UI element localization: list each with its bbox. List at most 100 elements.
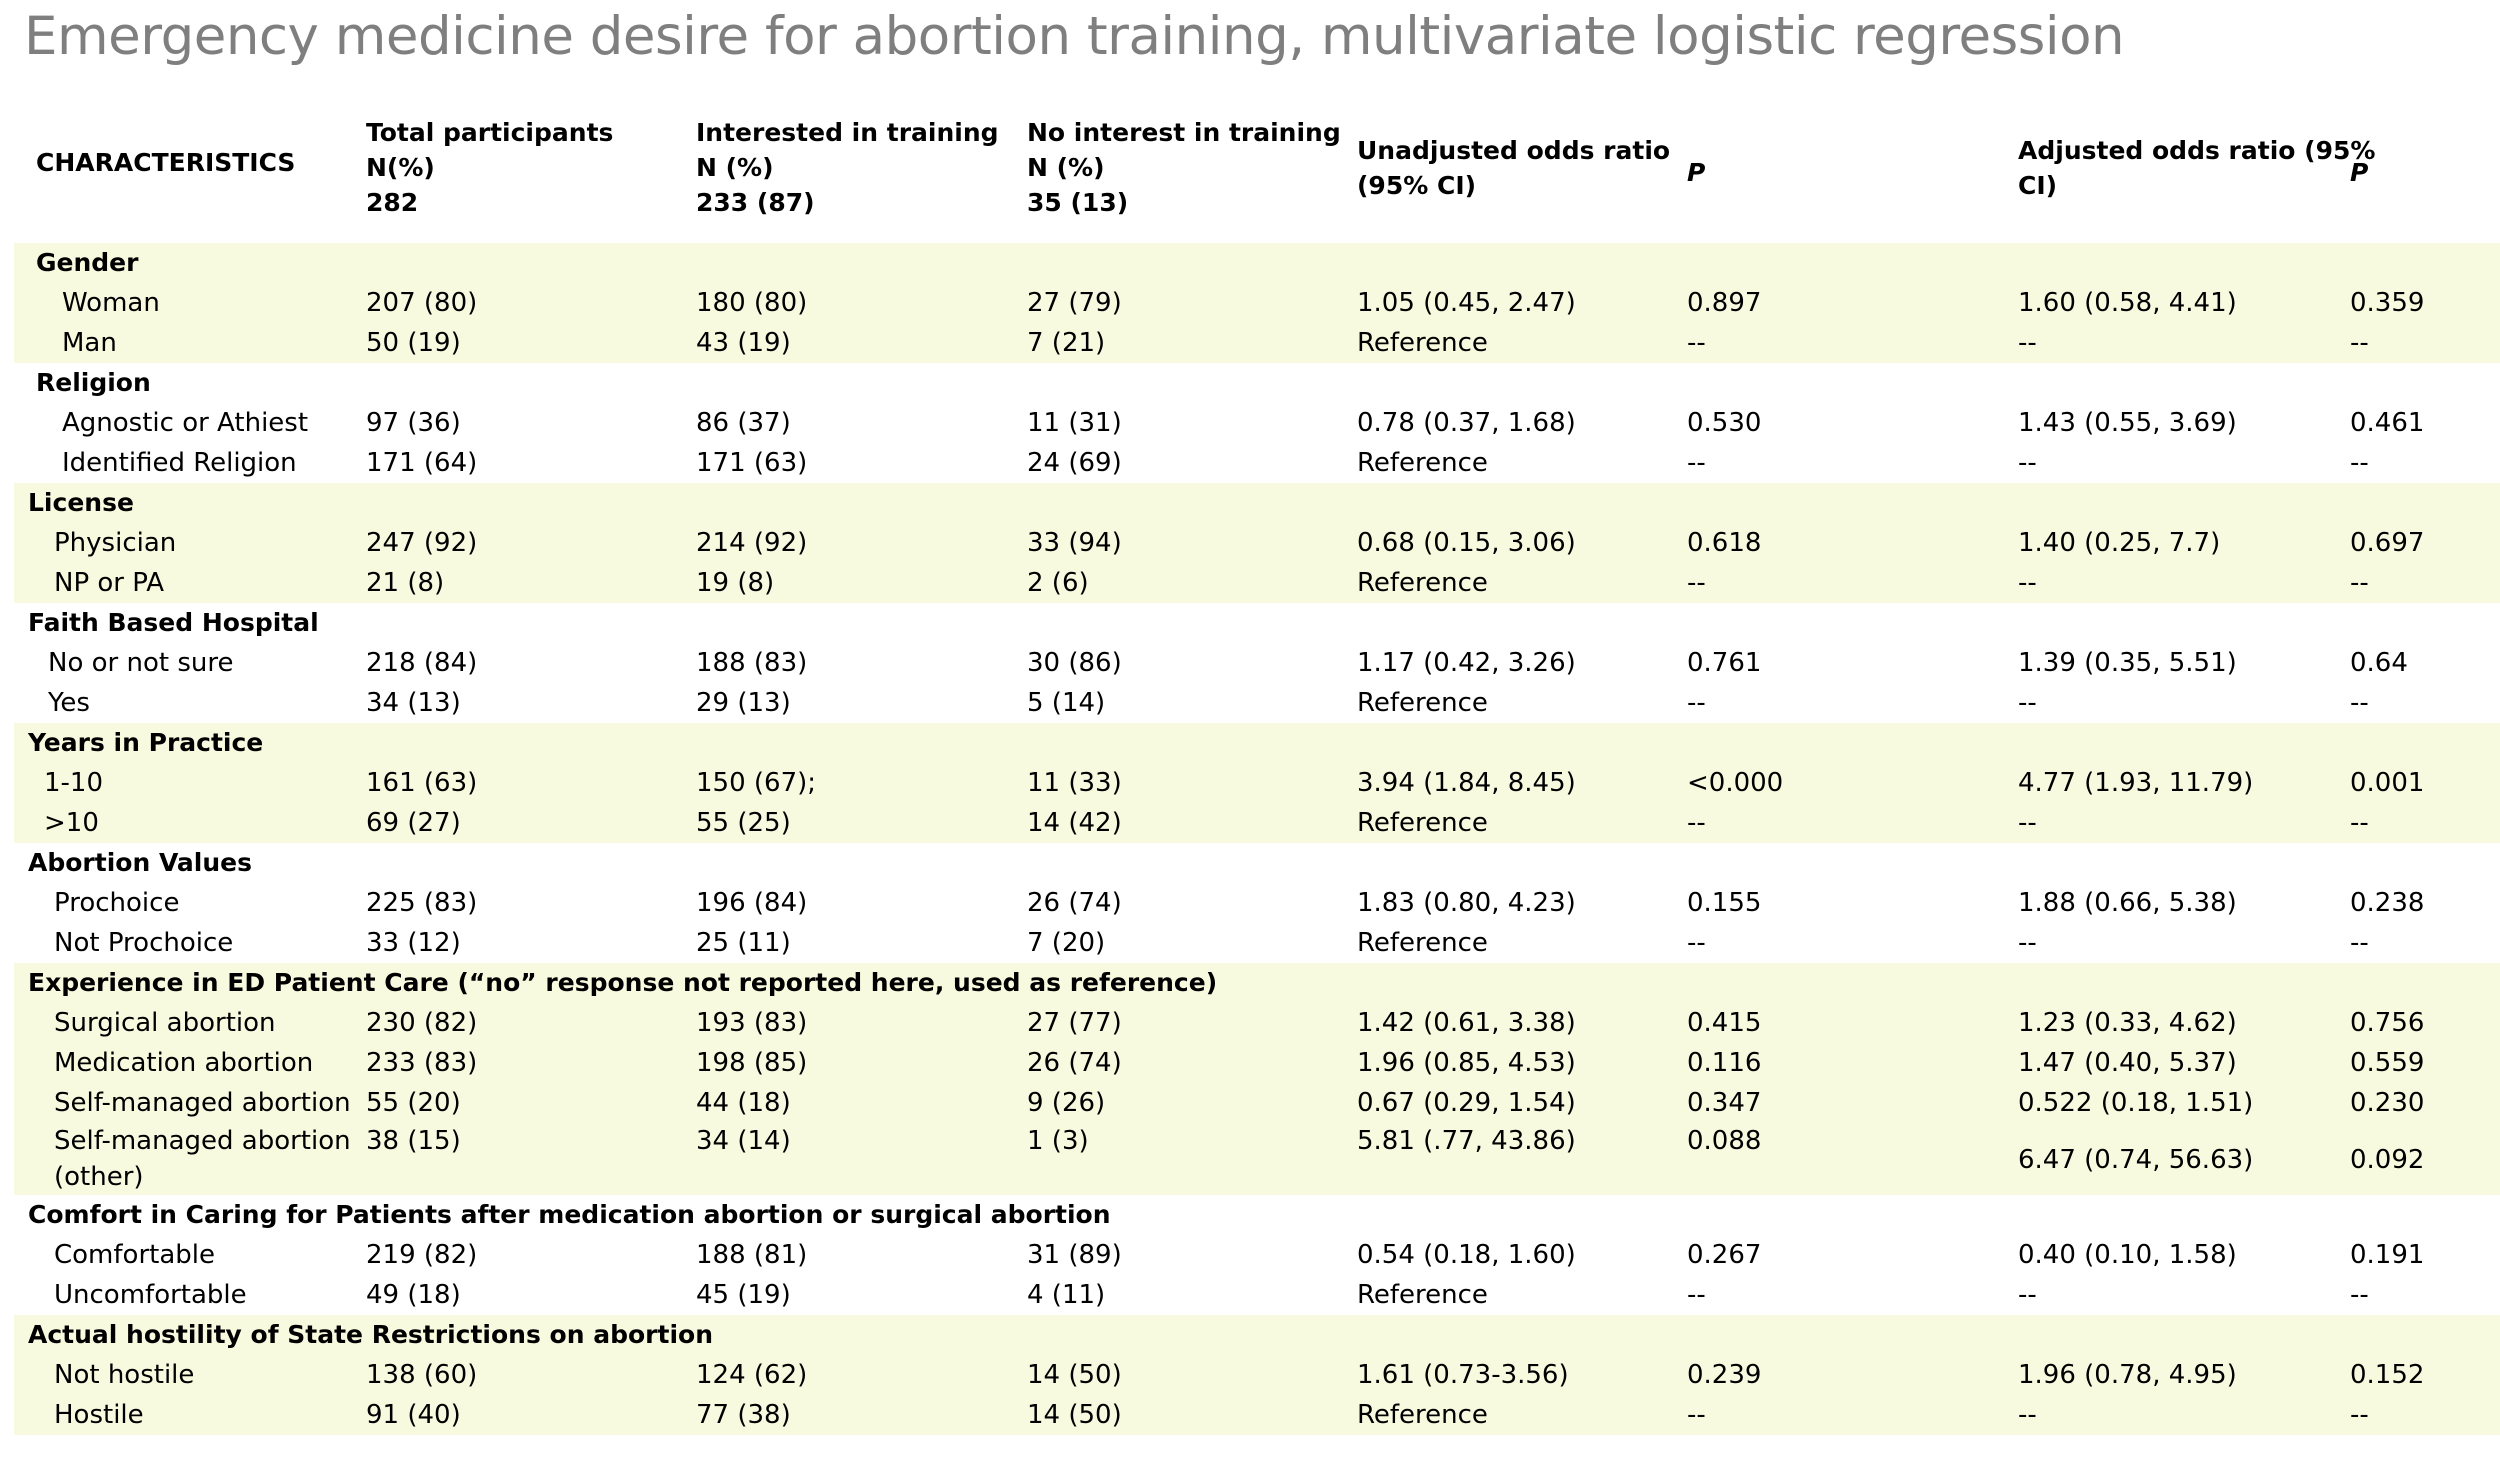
unadjusted-or-cell: 0.78 (0.37, 1.68) bbox=[1357, 408, 1576, 438]
total-participants-cell: 219 (82) bbox=[366, 1240, 478, 1270]
no-interest-cell: 27 (79) bbox=[1027, 288, 1122, 318]
header-no-interest: No interest in training N (%) 35 (13) bbox=[1027, 118, 1341, 217]
unadjusted-p-cell: -- bbox=[1687, 688, 1706, 718]
unadjusted-p-cell: 0.530 bbox=[1687, 408, 1762, 438]
row-label: Uncomfortable bbox=[54, 1280, 247, 1310]
no-interest-cell: 9 (26) bbox=[1027, 1088, 1106, 1118]
table-row: 1-10 161 (63) 150 (67); 11 (33) 3.94 (1.84, … bbox=[14, 763, 2500, 803]
adjusted-or-cell: 1.96 (0.78, 4.95) bbox=[2018, 1360, 2237, 1390]
unadjusted-p-cell: 0.897 bbox=[1687, 288, 1762, 318]
unadjusted-or-cell: Reference bbox=[1357, 1400, 1488, 1430]
unadjusted-p-cell: 0.761 bbox=[1687, 648, 1762, 678]
row-label: >10 bbox=[44, 808, 99, 838]
row-label: Self-managed abortion (other) bbox=[54, 1126, 351, 1192]
adjusted-p-cell: -- bbox=[2350, 568, 2369, 598]
group-title: Faith Based Hospital bbox=[28, 608, 319, 637]
unadjusted-or-cell: Reference bbox=[1357, 1280, 1488, 1310]
interested-cell: 196 (84) bbox=[696, 888, 808, 918]
unadjusted-p-cell: 0.088 bbox=[1687, 1126, 1762, 1156]
unadjusted-or-cell: 1.61 (0.73-3.56) bbox=[1357, 1360, 1569, 1390]
adjusted-or-cell: 1.40 (0.25, 7.7) bbox=[2018, 528, 2221, 558]
total-participants-cell: 91 (40) bbox=[366, 1400, 461, 1430]
row-group bbox=[14, 723, 2500, 843]
total-participants-cell: 218 (84) bbox=[366, 648, 478, 678]
row-label: Surgical abortion bbox=[54, 1008, 276, 1038]
unadjusted-or-cell: 1.96 (0.85, 4.53) bbox=[1357, 1048, 1576, 1078]
no-interest-cell: 27 (77) bbox=[1027, 1008, 1122, 1038]
adjusted-or-cell: 6.47 (0.74, 56.63) bbox=[2018, 1145, 2254, 1175]
unadjusted-p-cell: -- bbox=[1687, 328, 1706, 358]
unadjusted-or-cell: 0.54 (0.18, 1.60) bbox=[1357, 1240, 1576, 1270]
table-row: NP or PA 21 (8) 19 (8) 2 (6) Reference -- -- -- bbox=[14, 563, 2500, 603]
adjusted-or-cell: -- bbox=[2018, 448, 2037, 478]
interested-cell: 150 (67); bbox=[696, 768, 817, 798]
group-title: Years in Practice bbox=[28, 728, 264, 757]
interested-cell: 214 (92) bbox=[696, 528, 808, 558]
row-label: 1-10 bbox=[44, 768, 104, 798]
adjusted-p-cell: 0.64 bbox=[2350, 648, 2408, 678]
adjusted-or-cell: 1.60 (0.58, 4.41) bbox=[2018, 288, 2237, 318]
adjusted-or-cell: 1.88 (0.66, 5.38) bbox=[2018, 888, 2237, 918]
total-participants-cell: 247 (92) bbox=[366, 528, 478, 558]
row-label: Prochoice bbox=[54, 888, 180, 918]
unadjusted-p-cell: -- bbox=[1687, 568, 1706, 598]
unadjusted-p-cell: -- bbox=[1687, 1280, 1706, 1310]
row-label: No or not sure bbox=[48, 648, 234, 678]
table-row: Not hostile 138 (60) 124 (62) 14 (50) 1.61 (… bbox=[14, 1355, 2500, 1395]
row-group bbox=[14, 483, 2500, 603]
table-row: Self-managed abortion (other) 38 (15) 34 (1… bbox=[14, 1123, 2500, 1195]
table-row: Medication abortion 233 (83) 198 (85) 26 (7… bbox=[14, 1043, 2500, 1083]
table-row: Yes 34 (13) 29 (13) 5 (14) Reference -- -- -- bbox=[14, 683, 2500, 723]
table-row: Uncomfortable 49 (18) 45 (19) 4 (11) Referen… bbox=[14, 1275, 2500, 1315]
adjusted-or-cell: 1.23 (0.33, 4.62) bbox=[2018, 1008, 2237, 1038]
total-participants-cell: 33 (12) bbox=[366, 928, 461, 958]
unadjusted-p-cell: -- bbox=[1687, 928, 1706, 958]
unadjusted-or-cell: Reference bbox=[1357, 688, 1488, 718]
header-adjusted-odds-ratio: Adjusted odds ratio (95% CI) bbox=[2018, 136, 2376, 200]
total-participants-cell: 233 (83) bbox=[366, 1048, 478, 1078]
no-interest-cell: 7 (21) bbox=[1027, 328, 1106, 358]
adjusted-p-cell: 0.697 bbox=[2350, 528, 2425, 558]
adjusted-p-cell: 0.461 bbox=[2350, 408, 2425, 438]
row-group bbox=[14, 243, 2500, 363]
unadjusted-or-cell: 0.67 (0.29, 1.54) bbox=[1357, 1088, 1576, 1118]
adjusted-p-cell: -- bbox=[2350, 688, 2369, 718]
interested-cell: 34 (14) bbox=[696, 1126, 791, 1156]
row-label: Identified Religion bbox=[62, 448, 297, 478]
interested-cell: 55 (25) bbox=[696, 808, 791, 838]
unadjusted-p-cell: 0.267 bbox=[1687, 1240, 1762, 1270]
row-label: Hostile bbox=[54, 1400, 144, 1430]
adjusted-or-cell: -- bbox=[2018, 808, 2037, 838]
adjusted-p-cell: 0.359 bbox=[2350, 288, 2425, 318]
no-interest-cell: 24 (69) bbox=[1027, 448, 1122, 478]
table-row: Prochoice 225 (83) 196 (84) 26 (74) 1.83 (0.… bbox=[14, 883, 2500, 923]
total-participants-cell: 50 (19) bbox=[366, 328, 461, 358]
unadjusted-p-cell: 0.155 bbox=[1687, 888, 1762, 918]
unadjusted-or-cell: 0.68 (0.15, 3.06) bbox=[1357, 528, 1576, 558]
no-interest-cell: 14 (42) bbox=[1027, 808, 1122, 838]
interested-cell: 198 (85) bbox=[696, 1048, 808, 1078]
adjusted-p-cell: -- bbox=[2350, 808, 2369, 838]
table-header: CHARACTERISTICS Total participants N(%) … bbox=[14, 115, 2500, 243]
unadjusted-or-cell: Reference bbox=[1357, 328, 1488, 358]
table-row: Hostile 91 (40) 77 (38) 14 (50) Reference -- -… bbox=[14, 1395, 2500, 1435]
row-label: Not hostile bbox=[54, 1360, 195, 1390]
table-row: Comfortable 219 (82) 188 (81) 31 (89) 0.54 (… bbox=[14, 1235, 2500, 1275]
group-title: Experience in ED Patient Care (“no” resp… bbox=[28, 968, 1218, 997]
row-group bbox=[14, 1315, 2500, 1435]
adjusted-p-cell: -- bbox=[2350, 1400, 2369, 1430]
adjusted-p-cell: 0.230 bbox=[2350, 1088, 2425, 1118]
total-participants-cell: 161 (63) bbox=[366, 768, 478, 798]
no-interest-cell: 30 (86) bbox=[1027, 648, 1122, 678]
unadjusted-p-cell: 0.347 bbox=[1687, 1088, 1762, 1118]
adjusted-or-cell: 1.39 (0.35, 5.51) bbox=[2018, 648, 2237, 678]
table-row: Agnostic or Athiest 97 (36) 86 (37) 11 (31)… bbox=[14, 403, 2500, 443]
adjusted-p-cell: -- bbox=[2350, 1280, 2369, 1310]
interested-cell: 43 (19) bbox=[696, 328, 791, 358]
interested-cell: 45 (19) bbox=[696, 1280, 791, 1310]
header-p-adjusted: P bbox=[2350, 158, 2369, 187]
adjusted-p-cell: 0.756 bbox=[2350, 1008, 2425, 1038]
interested-cell: 86 (37) bbox=[696, 408, 791, 438]
unadjusted-p-cell: -- bbox=[1687, 1400, 1706, 1430]
table-row: Woman 207 (80) 180 (80) 27 (79) 1.05 (0.45, … bbox=[14, 283, 2500, 323]
